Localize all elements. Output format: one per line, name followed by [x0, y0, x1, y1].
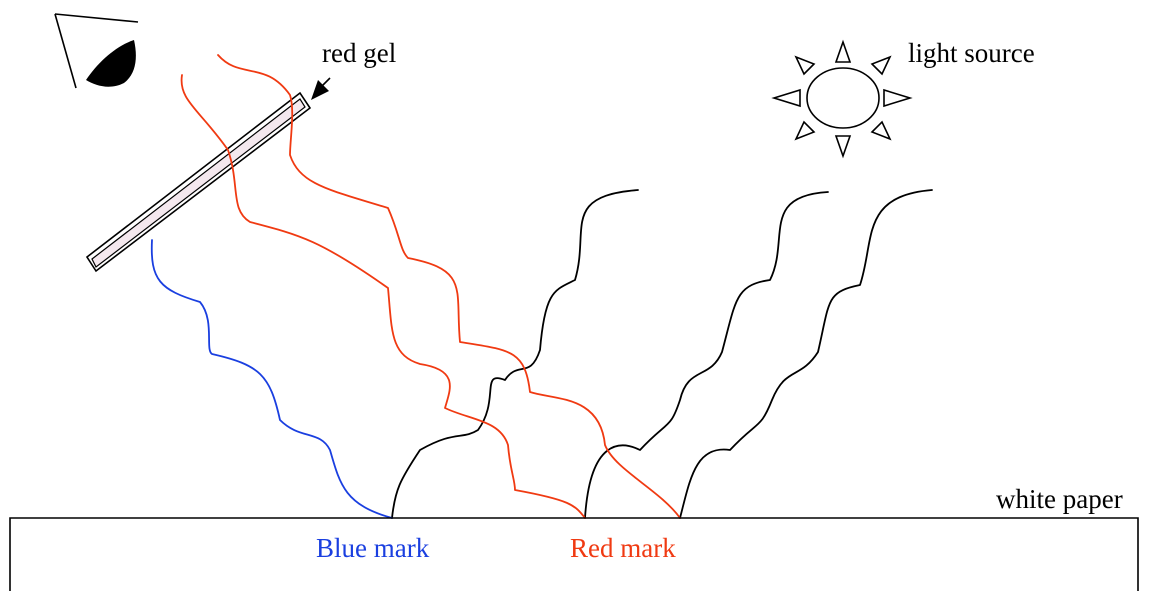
incident-wave-1 [391, 189, 639, 519]
gel-inner [91, 98, 306, 268]
sun-ray [794, 55, 816, 76]
incident-wave-3 [679, 189, 933, 519]
reflected-blue-wave [150, 239, 393, 519]
sun-ray [771, 88, 801, 108]
red-mark-label: Red mark [570, 533, 676, 563]
white-paper-label: white paper [996, 484, 1123, 514]
sun-ray [870, 120, 892, 141]
sun-ray [883, 88, 913, 108]
red-wave-1 [180, 74, 586, 519]
incident-wave-2 [584, 191, 829, 519]
reflected-red-waves [180, 54, 681, 519]
white-paper [9, 517, 1139, 591]
red-gel-label: red gel [322, 38, 396, 68]
sun-icon [771, 39, 913, 159]
sun-ray [834, 135, 852, 159]
sun-ray [794, 120, 816, 141]
red-gel-filter [85, 91, 312, 273]
blue-wave [150, 239, 393, 519]
sun-core [806, 67, 880, 129]
gel-outer [85, 91, 312, 273]
sun-ray [870, 55, 892, 76]
incident-light-waves [391, 189, 933, 519]
red-wave-2 [217, 54, 681, 519]
arrow-icon [311, 77, 331, 100]
light-source-label: light source [908, 38, 1035, 68]
blue-mark-label: Blue mark [316, 533, 430, 563]
sun-ray [834, 39, 852, 63]
eye-icon [54, 13, 139, 89]
